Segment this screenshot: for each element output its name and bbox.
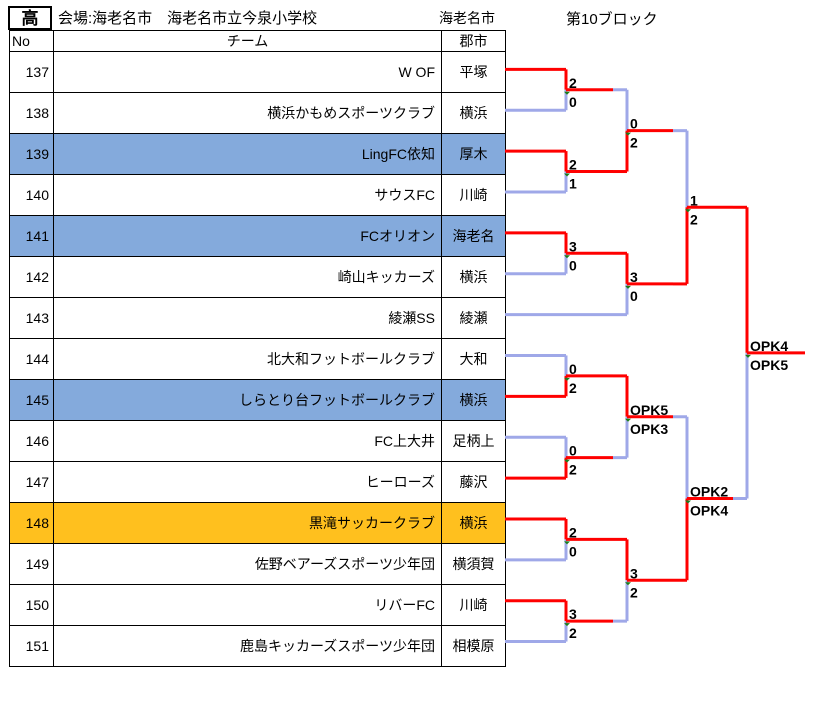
svg-text:3: 3	[630, 269, 638, 285]
svg-text:0: 0	[569, 94, 577, 110]
svg-text:2: 2	[569, 75, 577, 91]
svg-text:0: 0	[569, 257, 577, 273]
svg-text:2: 2	[569, 625, 577, 641]
svg-text:2: 2	[690, 211, 698, 227]
svg-text:3: 3	[569, 606, 577, 622]
svg-text:2: 2	[569, 524, 577, 540]
svg-text:OPK4: OPK4	[750, 338, 788, 354]
svg-text:2: 2	[630, 135, 638, 151]
svg-text:0: 0	[569, 361, 577, 377]
svg-text:0: 0	[630, 288, 638, 304]
svg-text:2: 2	[569, 380, 577, 396]
svg-text:3: 3	[630, 565, 638, 581]
svg-text:OPK3: OPK3	[630, 421, 668, 437]
svg-text:OPK5: OPK5	[630, 402, 668, 418]
svg-text:2: 2	[569, 462, 577, 478]
svg-text:1: 1	[569, 176, 577, 192]
svg-text:2: 2	[569, 157, 577, 173]
svg-text:OPK4: OPK4	[690, 503, 728, 519]
svg-text:0: 0	[569, 543, 577, 559]
svg-text:3: 3	[569, 238, 577, 254]
svg-text:0: 0	[569, 443, 577, 459]
svg-text:OPK5: OPK5	[750, 357, 788, 373]
svg-text:1: 1	[690, 192, 698, 208]
svg-text:0: 0	[630, 116, 638, 132]
svg-text:OPK2: OPK2	[690, 484, 728, 500]
svg-text:2: 2	[630, 584, 638, 600]
